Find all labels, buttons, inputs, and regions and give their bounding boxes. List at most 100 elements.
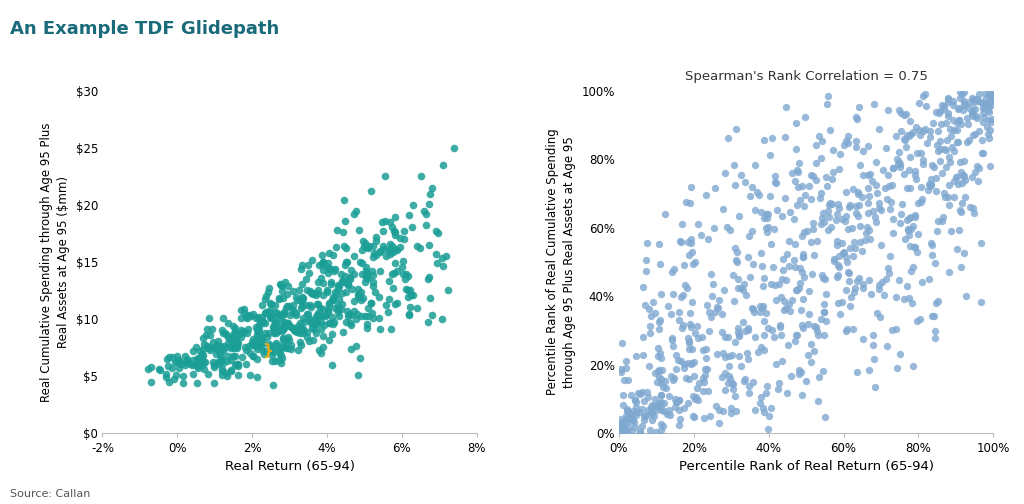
Point (898, 109, 914, 117)
Point (680, 337, 696, 345)
Point (791, 183, 807, 191)
Point (911, 99, 928, 107)
Point (788, 286, 805, 294)
Point (727, 392, 743, 400)
Point (936, 104, 952, 112)
Point (342, 275, 358, 283)
Point (639, 411, 655, 419)
Point (753, 208, 769, 216)
Point (285, 287, 301, 295)
Point (852, 161, 868, 169)
Point (650, 318, 667, 326)
Point (957, 292, 974, 300)
Point (949, 105, 966, 113)
Point (978, 94, 994, 102)
Point (383, 270, 399, 278)
Point (299, 309, 315, 318)
Point (271, 346, 288, 354)
Point (325, 330, 341, 338)
Point (218, 356, 234, 364)
Point (961, 104, 977, 112)
Point (861, 366, 878, 374)
Point (343, 345, 359, 353)
Point (326, 267, 342, 275)
Point (928, 174, 944, 182)
Point (297, 301, 313, 309)
Point (421, 241, 437, 249)
Point (421, 200, 437, 208)
Point (810, 397, 826, 405)
Point (286, 326, 302, 334)
Point (267, 326, 284, 334)
Point (265, 325, 282, 333)
Point (299, 262, 315, 270)
Point (647, 309, 664, 318)
Point (362, 298, 379, 306)
Point (727, 256, 743, 264)
Point (315, 266, 332, 274)
Point (294, 296, 310, 304)
Point (213, 347, 229, 355)
Point (884, 327, 900, 335)
Point (244, 338, 260, 346)
Point (611, 429, 628, 437)
Point (971, 90, 987, 98)
Point (362, 187, 379, 195)
Point (868, 189, 885, 197)
Point (250, 335, 266, 343)
Point (883, 198, 899, 206)
Point (752, 302, 768, 310)
Point (152, 366, 168, 374)
Point (840, 139, 856, 147)
Point (316, 312, 333, 320)
Point (270, 356, 287, 364)
Point (650, 344, 667, 352)
Point (384, 242, 400, 250)
Point (953, 179, 970, 187)
Point (355, 236, 372, 244)
Point (279, 344, 295, 352)
Point (382, 246, 398, 255)
Point (624, 414, 640, 422)
Point (726, 161, 742, 169)
Point (861, 193, 878, 201)
Point (671, 308, 687, 317)
Point (346, 252, 362, 260)
Point (766, 333, 782, 341)
Point (402, 290, 419, 298)
Point (220, 320, 237, 328)
Point (636, 412, 652, 420)
Point (324, 296, 340, 304)
Point (847, 244, 863, 252)
Point (882, 252, 898, 260)
Point (657, 384, 674, 392)
Point (940, 112, 956, 120)
Point (311, 312, 328, 320)
Point (711, 296, 727, 304)
Point (641, 362, 657, 370)
Point (333, 305, 349, 313)
Point (327, 303, 343, 311)
Point (711, 406, 727, 414)
Point (632, 390, 648, 398)
Point (223, 367, 240, 375)
Point (889, 155, 905, 163)
Point (966, 95, 982, 103)
Point (689, 220, 706, 228)
Point (788, 166, 805, 174)
Point (639, 389, 655, 397)
Point (753, 249, 769, 258)
Point (797, 191, 813, 199)
Point (160, 361, 176, 369)
Point (219, 331, 236, 339)
Point (625, 416, 641, 424)
Point (678, 199, 694, 207)
Point (734, 286, 751, 294)
Point (888, 325, 904, 333)
Point (238, 346, 254, 354)
Point (679, 399, 695, 407)
Point (273, 359, 290, 367)
Point (906, 211, 923, 219)
Point (860, 209, 877, 217)
Point (265, 382, 282, 390)
